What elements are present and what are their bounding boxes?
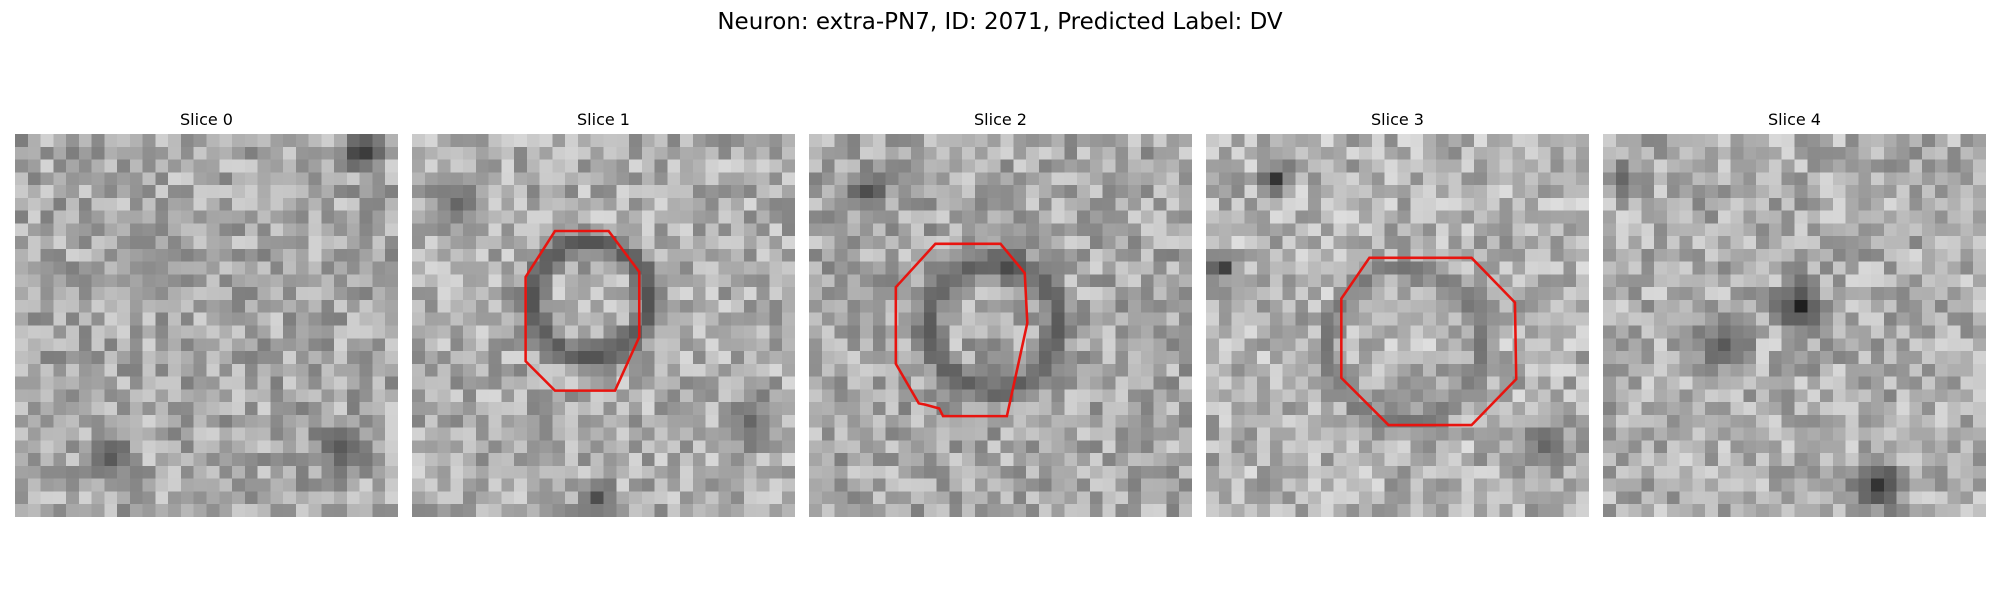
- slice-title-1: Slice 1: [577, 110, 630, 129]
- slice-panel-2: Slice 2: [809, 110, 1192, 522]
- slice-image-0: [15, 134, 398, 517]
- slice-panel-0: Slice 0: [15, 110, 398, 522]
- slice-title-4: Slice 4: [1768, 110, 1821, 129]
- slice-title-3: Slice 3: [1371, 110, 1424, 129]
- slice-panel-4: Slice 4: [1603, 110, 1986, 522]
- slice-image-2: [809, 134, 1192, 517]
- slice-title-0: Slice 0: [180, 110, 233, 129]
- roi-contour-1: [524, 229, 641, 392]
- slice-image-4: [1603, 134, 1986, 517]
- slice-panel-1: Slice 1: [412, 110, 795, 522]
- slice-panel-3: Slice 3: [1206, 110, 1589, 522]
- slice-image-1: [412, 134, 795, 517]
- roi-contour-3: [1340, 256, 1518, 427]
- slice-title-2: Slice 2: [974, 110, 1027, 129]
- slice-image-3: [1206, 134, 1589, 517]
- roi-contour-2: [894, 242, 1029, 418]
- figure-title: Neuron: extra-PN7, ID: 2071, Predicted L…: [717, 9, 1283, 35]
